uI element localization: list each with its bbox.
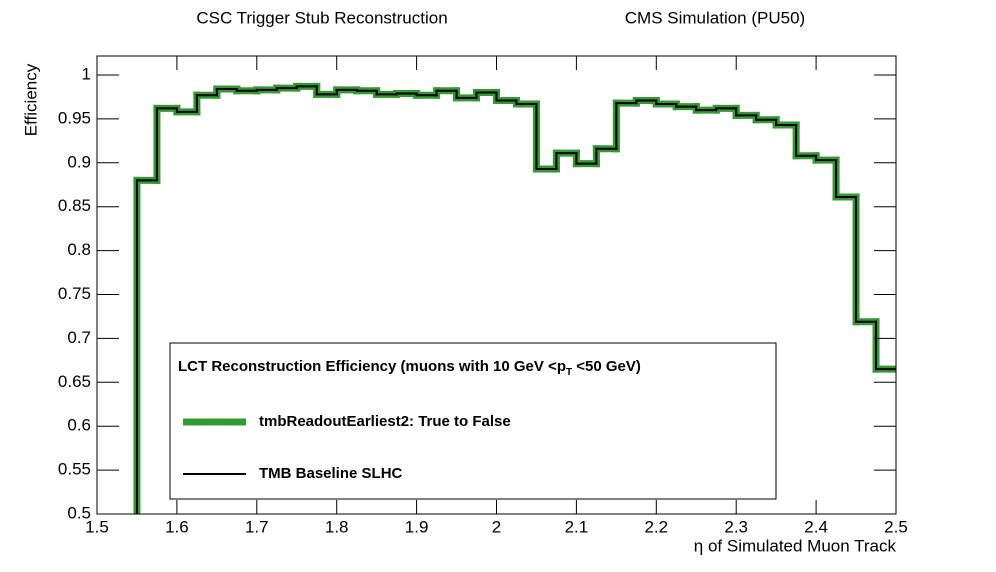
x-tick-label: 2.4: [804, 517, 828, 536]
x-tick-label: 1.7: [245, 517, 269, 536]
plot-area: [133, 82, 896, 514]
x-tick-label: 2.3: [724, 517, 748, 536]
legend-title: LCT Reconstruction Efficiency (muons wit…: [178, 358, 641, 378]
y-axis-label: Efficiency: [21, 63, 40, 136]
legend: tmbReadoutEarliest2: True to False TMB Ba…: [183, 413, 511, 482]
y-tick-label: 0.5: [67, 503, 91, 522]
y-tick-label: 1: [82, 64, 91, 83]
y-tick-label: 0.75: [58, 284, 91, 303]
legend-label: tmbReadoutEarliest2: True to False: [259, 413, 511, 430]
legend-title-part: <50 GeV): [572, 358, 641, 375]
x-tick-label: 2.2: [644, 517, 668, 536]
y-tick-label: 0.8: [67, 240, 91, 259]
x-tick-label: 1.8: [325, 517, 349, 536]
y-tick-label: 0.95: [58, 108, 91, 127]
chart-subtitle: CMS Simulation (PU50): [625, 8, 805, 27]
legend-box: [169, 342, 777, 500]
y-tick-label: 0.65: [58, 372, 91, 391]
x-tick-label: 1.9: [405, 517, 429, 536]
x-tick-label: 1.6: [165, 517, 189, 536]
y-tick-label: 0.9: [67, 152, 91, 171]
legend-title-sub: T: [566, 367, 572, 378]
legend-title-part: LCT Reconstruction Efficiency (muons wit…: [178, 358, 566, 375]
chart-title: CSC Trigger Stub Reconstruction: [196, 8, 447, 27]
x-tick-label: 1.5: [85, 517, 109, 536]
legend-label: TMB Baseline SLHC: [259, 465, 403, 482]
x-tick-label: 2: [492, 517, 501, 536]
y-tick-label: 0.6: [67, 416, 91, 435]
x-tick-label: 2.5: [884, 517, 908, 536]
x-tick-label: 2.1: [565, 517, 589, 536]
y-tick-label: 0.55: [58, 460, 91, 479]
x-axis-label: η of Simulated Muon Track: [694, 536, 897, 555]
y-tick-label: 0.7: [67, 328, 91, 347]
y-tick-label: 0.85: [58, 196, 91, 215]
